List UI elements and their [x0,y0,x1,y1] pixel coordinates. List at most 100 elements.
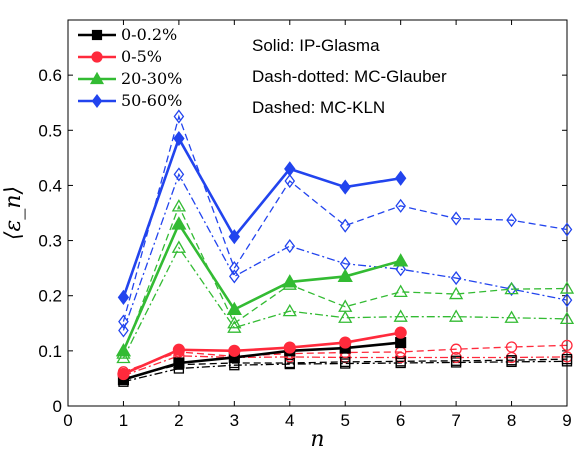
series-line [122,114,568,322]
data-point [450,211,462,226]
model-annotation: Dashed: MC-KLN [252,98,385,117]
data-point [115,343,132,357]
data-point [228,344,241,357]
series-line [122,204,568,354]
data-point [504,310,519,323]
data-point [118,323,129,338]
data-point [450,355,462,366]
data-point [283,341,296,354]
data-point [395,198,406,213]
legend-label: 50-60% [121,91,182,110]
data-point [450,270,462,286]
data-point [171,199,187,212]
data-point [393,309,408,322]
x-tick-label: 8 [507,411,516,430]
y-tick-label: 0 [53,397,62,416]
x-tick-label: 0 [63,411,72,430]
data-point [229,261,240,276]
data-point [173,109,185,124]
data-point [395,262,406,277]
series-line [122,221,402,352]
data-point [118,314,129,329]
data-point [117,289,130,305]
model-annotations: Solid: IP-Glasma Dash-dotted: MC-Glauber D… [252,36,447,117]
y-tick-label: 0.2 [38,287,62,306]
data-point [448,309,464,322]
data-point [172,343,185,356]
data-point [338,310,353,323]
y-axis-label: ⟨ε_n⟩ [1,186,26,240]
data-point [339,336,352,349]
data-point [284,239,296,254]
x-tick-label: 4 [285,411,294,430]
data-point [91,94,103,108]
data-point [171,240,187,253]
x-tick-label: 5 [340,411,349,430]
series-mc-glauber-20-30- [116,240,575,364]
data-point [561,222,573,237]
x-tick-label: 6 [396,411,405,430]
data-point [282,274,298,288]
data-point [337,268,353,282]
legend-label: 0-5% [121,47,162,66]
plot-area: 0 1 2 3 4 5 6 7 8 9 0 0.1 0.2 0.3 0.4 0.5 0.6 n ⟨ε_n⟩ [1,19,575,451]
data-point [393,253,409,267]
x-tick-label: 1 [119,411,128,430]
data-point [559,281,575,294]
series-line [122,135,401,298]
data-point [173,357,185,369]
x-tick-label: 2 [174,411,183,430]
y-tick-label: 0.3 [38,232,62,251]
data-point [504,281,519,295]
data-point [339,218,351,233]
data-point [91,51,103,63]
data-point [282,303,297,317]
data-point [284,173,296,189]
data-point [227,315,242,329]
data-point [338,299,353,312]
legend-entry: 0-5% [78,47,162,66]
series-line [122,331,401,376]
series-line [123,358,568,380]
data-point [394,170,407,186]
data-point [173,130,185,147]
plot-frame [67,19,568,407]
data-point [116,350,131,364]
x-axis-label: n [310,427,324,451]
data-point [506,213,517,228]
data-point [450,343,462,355]
series-ip-glasma-50-60- [117,130,407,305]
data-point [561,293,573,308]
series-line [123,341,401,381]
data-point [229,269,240,284]
y-tick-label: 0.4 [38,176,62,195]
data-point [173,167,185,182]
data-point [339,179,351,195]
data-point [448,286,464,300]
model-annotation: Dash-dotted: MC-Glauber [252,67,447,86]
data-point [227,320,242,333]
legend-entry: 50-60% [78,91,182,110]
data-point [171,216,187,230]
series-ip-glasma-0-5- [117,326,407,381]
series-ip-glasma-20-30- [115,216,409,357]
legend-entry: 0-0.2% [78,25,177,44]
legend: 0-0.2% 0-5% 20-30% 50-60% [78,25,182,110]
series-mc-kln-20-30- [116,199,575,359]
series-mc-glauber-50-60- [118,167,573,338]
data-point [226,301,242,316]
data-point [561,353,573,365]
series-line [123,360,568,383]
data-point [284,161,296,177]
legend-label: 0-0.2% [121,25,177,44]
x-tick-label: 3 [230,411,239,430]
legend-label: 20-30% [121,69,182,88]
y-tick-label: 0.1 [38,342,62,361]
data-point [228,229,241,245]
data-point [561,339,573,351]
data-point [117,367,130,381]
data-point [506,355,517,366]
legend-entry: 20-30% [78,69,182,88]
y-tick-label: 0.5 [38,121,62,140]
